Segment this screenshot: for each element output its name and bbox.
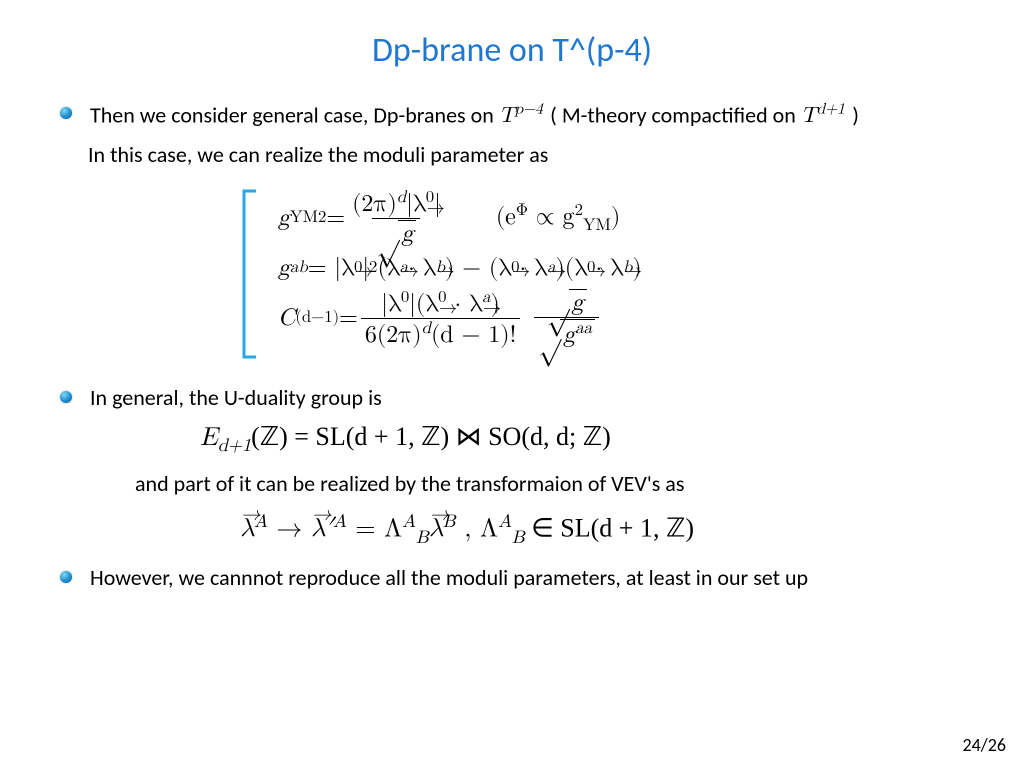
- sub: YM: [290, 204, 318, 233]
- fraction: √g √gaa: [534, 289, 599, 349]
- eq-line-1: gYM2 = (2π)d|λ0| √g (eΦ ∝ g2YM): [278, 189, 642, 248]
- bullet-1: Then we consider general case, Dp-branes…: [60, 99, 984, 132]
- math-base: T: [499, 105, 515, 127]
- sup: A: [402, 512, 416, 531]
- bullet-3: However, we cannnot reproduce all the mo…: [60, 563, 984, 594]
- t: ) − (λ: [445, 248, 511, 289]
- sub: (d−1): [295, 304, 339, 333]
- bullet-3-text: However, we cannnot reproduce all the mo…: [90, 563, 808, 594]
- t: |λ: [406, 192, 426, 216]
- denominator: 6(2π)d(d − 1)!: [361, 318, 520, 348]
- slide-title: Dp-brane on T^(p-4): [40, 30, 984, 71]
- bullet-2: In general, the U-duality group is: [60, 383, 984, 414]
- t: |λ: [381, 292, 401, 316]
- inline-math-tp4: Tp−4: [499, 105, 550, 127]
- sup: aa: [575, 320, 592, 337]
- sup: Φ: [516, 202, 528, 219]
- bullet-icon: [60, 391, 72, 403]
- eq-line-2: gab = |λ0|2(λa · λb) − (λ0 · λa)(λ0 · λb…: [278, 248, 642, 289]
- fraction: (2π)d|λ0| √g: [348, 189, 445, 248]
- bullet-1-text: Then we consider general case, Dp-branes…: [90, 99, 859, 132]
- bullet-2-text: In general, the U-duality group is: [90, 383, 382, 414]
- sub: YM: [583, 216, 611, 233]
- body: (ℤ) = SL(d + 1, ℤ) ⋈ SO(d, d; ℤ): [251, 422, 611, 451]
- denominator: √g: [372, 218, 420, 248]
- t: |(λ: [409, 292, 438, 316]
- sup: d: [422, 320, 431, 337]
- bullet-1-mid: ( M-theory compactified on: [550, 101, 801, 128]
- inline-math-td1: Td+1: [801, 105, 852, 127]
- sym: g: [278, 198, 290, 239]
- t: λ′: [311, 514, 333, 545]
- t: ): [611, 205, 620, 229]
- equation-lines: gYM2 = (2π)d|λ0| √g (eΦ ∝ g2YM) gab: [278, 189, 642, 359]
- denominator: √gaa: [534, 317, 599, 348]
- math-sup: p−4: [515, 102, 543, 117]
- bullet-icon: [60, 107, 72, 119]
- uduality-equation: Ed+1(ℤ) = SL(d + 1, ℤ) ⋈ SO(d, d; ℤ): [200, 422, 984, 457]
- left-bracket-icon: [240, 189, 260, 359]
- t: ∝ g: [528, 205, 575, 229]
- math-sup: d+1: [817, 102, 845, 117]
- t: = Λ: [347, 516, 403, 542]
- sup: d: [397, 189, 406, 206]
- t: = |λ: [308, 248, 354, 289]
- sub: d+1: [218, 436, 251, 455]
- sup: 0: [401, 289, 409, 306]
- sup: 2: [575, 202, 583, 219]
- eq: =: [326, 198, 345, 239]
- subtext: In this case, we can realize the moduli …: [88, 140, 984, 171]
- sub: B: [416, 528, 429, 547]
- sub: B: [512, 528, 525, 547]
- t: 6(2π): [365, 323, 422, 347]
- t: g: [569, 289, 587, 316]
- sup: 2: [318, 204, 326, 233]
- numerator: |λ0|(λ0 · λa): [377, 289, 504, 318]
- t: (d − 1)!: [431, 323, 516, 347]
- t: g: [563, 323, 575, 347]
- eq: =: [339, 298, 358, 339]
- arrow: →: [268, 516, 311, 542]
- sym: g: [278, 248, 290, 289]
- t: (2π): [352, 192, 397, 216]
- transformation-equation: λA → λ′A = ΛAB λB , ΛAB ∈ SL(d + 1, ℤ): [240, 510, 984, 549]
- math-base: T: [801, 105, 817, 127]
- bullet-1-post: ): [852, 101, 859, 128]
- sup: ab: [290, 254, 308, 283]
- t: λ: [240, 514, 254, 545]
- t: (e: [496, 205, 516, 229]
- t: ∈ SL(d + 1, ℤ): [525, 513, 694, 542]
- bullet-1-pre: Then we consider general case, Dp-branes…: [90, 101, 499, 128]
- side-note: (eΦ ∝ g2YM): [496, 197, 620, 240]
- sup: A: [333, 512, 347, 531]
- page-number: 24/26: [963, 734, 1006, 756]
- sup: A: [498, 512, 512, 531]
- slide: Dp-brane on T^(p-4) Then we consider gen…: [0, 0, 1024, 768]
- t: (λ: [377, 248, 399, 289]
- numerator: √g: [543, 289, 591, 318]
- moduli-equations: gYM2 = (2π)d|λ0| √g (eΦ ∝ g2YM) gab: [240, 189, 984, 359]
- indent-text: and part of it can be realized by the tr…: [135, 469, 984, 500]
- eq-line-3: C(d−1) = |λ0|(λ0 · λa) 6(2π)d(d − 1)! √g: [278, 289, 642, 349]
- t: λ: [429, 514, 443, 545]
- numerator: (2π)d|λ0|: [348, 189, 445, 218]
- sym: E: [200, 425, 218, 451]
- sym: C: [278, 298, 295, 339]
- fraction: |λ0|(λ0 · λa) 6(2π)d(d − 1)!: [361, 289, 520, 348]
- t: g: [398, 220, 416, 247]
- t: , Λ: [456, 516, 499, 542]
- bullet-icon: [60, 571, 72, 583]
